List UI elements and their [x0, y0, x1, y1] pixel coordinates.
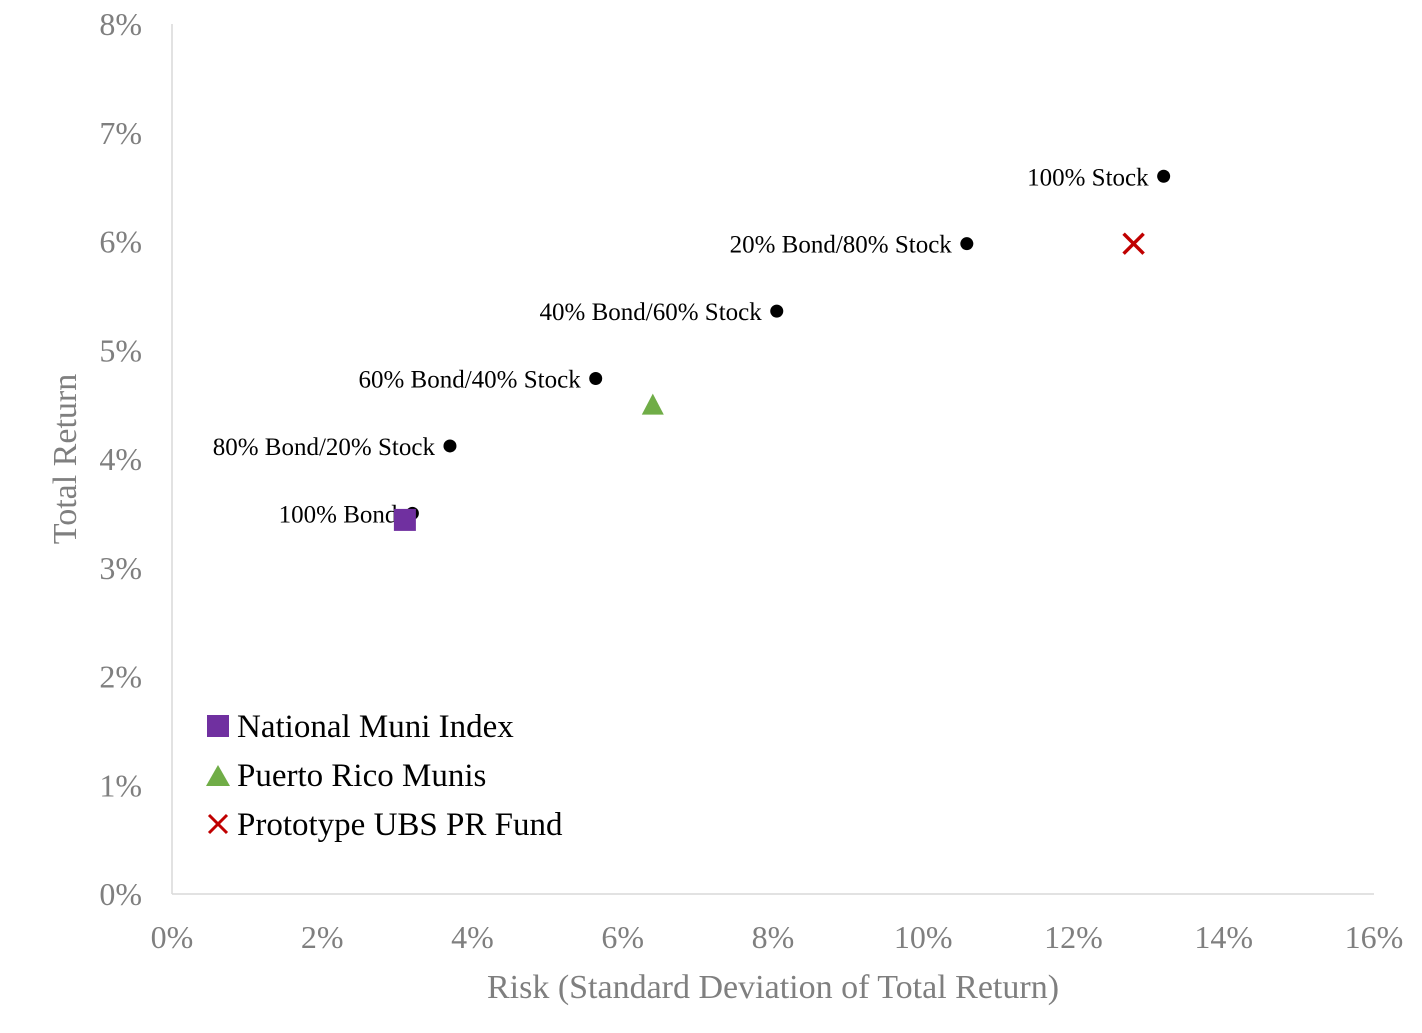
- x-tick-label: 6%: [601, 919, 644, 955]
- x-tick-label: 0%: [151, 919, 194, 955]
- x-tick-label: 10%: [894, 919, 953, 955]
- prototype-ubs-pr-fund-point: [1122, 232, 1145, 255]
- portfolio-point-label: 100% Bond: [279, 501, 398, 528]
- y-tick-label: 3%: [99, 550, 142, 586]
- y-tick-label: 6%: [99, 224, 142, 260]
- legend-label: Puerto Rico Munis: [237, 758, 486, 794]
- legend-item-prototype-fund: Prototype UBS PR Fund: [207, 807, 563, 843]
- y-tick-label: 8%: [99, 6, 142, 42]
- legend-label: Prototype UBS PR Fund: [237, 807, 563, 843]
- legend-item-national-muni: National Muni Index: [207, 709, 514, 745]
- legend-triangle-icon: [206, 765, 230, 786]
- portfolio-point-label: 20% Bond/80% Stock: [730, 232, 953, 259]
- legend-label: National Muni Index: [237, 709, 514, 745]
- x-axis-title: Risk (Standard Deviation of Total Return…: [487, 969, 1059, 1006]
- x-tick-label: 4%: [451, 919, 494, 955]
- y-tick-label: 1%: [99, 767, 142, 803]
- legend: National Muni Index Puerto Rico Munis Pr…: [206, 709, 563, 843]
- portfolio-point: [770, 304, 784, 318]
- portfolio-point: [1157, 169, 1171, 183]
- portfolio-point-label: 60% Bond/40% Stock: [358, 367, 581, 394]
- y-tick-label: 2%: [99, 659, 142, 695]
- portfolio-points: 100% Bond 80% Bond/20% Stock 60% Bond/40% …: [213, 164, 1171, 528]
- y-tick-label: 5%: [99, 332, 142, 368]
- legend-square-icon: [207, 715, 229, 737]
- x-tick-label: 16%: [1345, 919, 1404, 955]
- y-tick-labels: 0% 1% 2% 3% 4% 5% 6% 7% 8%: [99, 6, 142, 912]
- x-tick-label: 2%: [301, 919, 344, 955]
- x-tick-label: 12%: [1044, 919, 1103, 955]
- y-tick-label: 4%: [99, 441, 142, 477]
- y-axis-title: Total Return: [47, 374, 84, 544]
- portfolio-point-label: 80% Bond/20% Stock: [213, 434, 436, 461]
- puerto-rico-munis-point: [641, 393, 664, 415]
- x-tick-label: 14%: [1194, 919, 1253, 955]
- portfolio-point-label: 100% Stock: [1027, 164, 1149, 191]
- series-points: [393, 232, 1145, 531]
- y-tick-label: 7%: [99, 115, 142, 151]
- portfolio-point-label: 40% Bond/60% Stock: [540, 299, 763, 326]
- portfolio-point: [589, 372, 603, 386]
- x-tick-labels: 0% 2% 4% 6% 8% 10% 12% 14% 16%: [151, 919, 1404, 955]
- national-muni-index-point: [393, 508, 416, 531]
- y-tick-label: 0%: [99, 876, 142, 912]
- legend-item-puerto-rico: Puerto Rico Munis: [206, 758, 486, 794]
- legend-x-icon: [207, 813, 229, 835]
- portfolio-point: [443, 439, 457, 453]
- portfolio-point: [960, 237, 974, 251]
- x-tick-label: 8%: [752, 919, 795, 955]
